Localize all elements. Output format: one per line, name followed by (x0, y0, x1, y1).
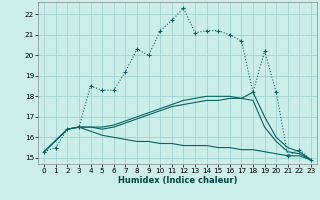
X-axis label: Humidex (Indice chaleur): Humidex (Indice chaleur) (118, 176, 237, 185)
